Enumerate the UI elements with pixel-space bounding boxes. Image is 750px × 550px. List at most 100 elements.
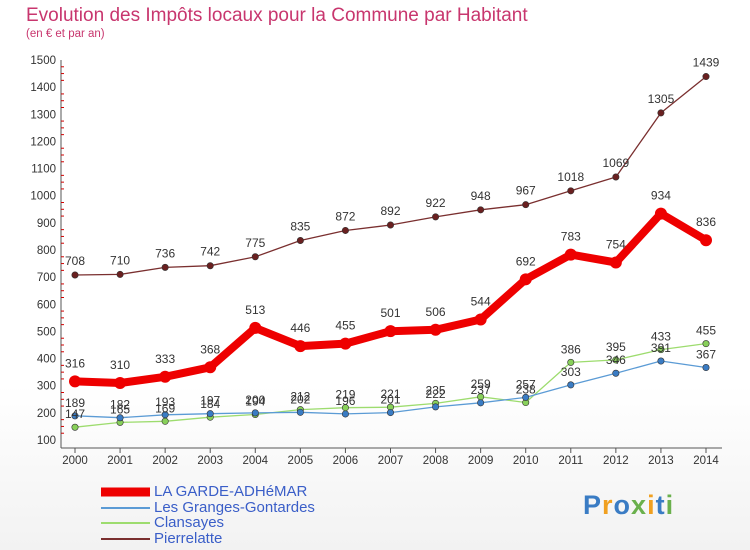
data-label-2: 386 bbox=[561, 342, 581, 356]
data-point-1 bbox=[522, 393, 530, 401]
y-tick-label: 600 bbox=[37, 299, 56, 311]
logo-letter: r bbox=[602, 490, 614, 520]
y-tick-label: 1400 bbox=[30, 82, 56, 94]
data-point-0 bbox=[159, 370, 172, 383]
y-tick-label: 400 bbox=[37, 354, 56, 366]
data-label-1: 193 bbox=[155, 395, 175, 409]
data-point-3 bbox=[657, 109, 665, 117]
data-point-2 bbox=[702, 340, 710, 348]
data-point-0 bbox=[294, 340, 307, 353]
legend-label-1: Les Granges-Gontardes bbox=[154, 499, 315, 516]
data-label-0: 368 bbox=[200, 342, 220, 356]
data-point-0 bbox=[204, 361, 217, 374]
data-label-3: 967 bbox=[516, 184, 536, 198]
data-label-1: 346 bbox=[606, 353, 626, 367]
data-label-2: 235 bbox=[426, 383, 446, 397]
data-point-0 bbox=[69, 375, 81, 388]
data-label-0: 501 bbox=[380, 306, 400, 320]
x-tick-label: 2004 bbox=[242, 455, 268, 467]
x-tick-label: 2006 bbox=[333, 455, 359, 467]
logo-letter: P bbox=[583, 490, 603, 520]
proxiti-logo: Proxiti bbox=[583, 490, 674, 521]
data-point-3 bbox=[71, 271, 79, 279]
data-label-2: 455 bbox=[696, 324, 716, 338]
data-label-2: 184 bbox=[200, 397, 220, 411]
y-tick-label: 1000 bbox=[30, 191, 56, 203]
data-point-1 bbox=[612, 369, 620, 377]
y-tick-label: 1500 bbox=[30, 55, 56, 67]
data-point-3 bbox=[296, 237, 304, 245]
data-point-0 bbox=[474, 313, 487, 326]
data-point-1 bbox=[657, 357, 665, 365]
data-point-0 bbox=[249, 321, 262, 334]
data-point-3 bbox=[567, 187, 575, 195]
x-tick-label: 2003 bbox=[197, 455, 223, 467]
data-point-0 bbox=[564, 248, 577, 261]
data-label-1: 182 bbox=[110, 398, 130, 412]
x-tick-label: 2009 bbox=[468, 455, 494, 467]
data-label-3: 742 bbox=[200, 245, 220, 259]
data-point-1 bbox=[432, 403, 440, 411]
data-label-0: 836 bbox=[696, 215, 716, 229]
legend-label-3: Pierrelatte bbox=[154, 530, 223, 547]
data-label-2: 433 bbox=[651, 330, 671, 344]
y-tick-label: 700 bbox=[37, 272, 56, 284]
logo-letter: o bbox=[613, 490, 632, 520]
data-label-2: 169 bbox=[155, 401, 175, 415]
data-label-0: 310 bbox=[110, 358, 130, 372]
data-point-2 bbox=[161, 417, 169, 425]
x-tick-label: 2010 bbox=[513, 455, 539, 467]
data-label-2: 212 bbox=[290, 390, 310, 404]
data-label-1: 197 bbox=[200, 394, 220, 408]
data-label-1: 189 bbox=[65, 396, 85, 410]
data-point-2 bbox=[567, 358, 575, 366]
y-tick-label: 300 bbox=[37, 381, 56, 393]
data-point-3 bbox=[386, 221, 394, 229]
data-label-3: 835 bbox=[290, 220, 310, 234]
data-label-1: 201 bbox=[380, 393, 400, 407]
logo-letter: t bbox=[655, 490, 666, 520]
y-tick-label: 1300 bbox=[30, 109, 56, 121]
data-point-1 bbox=[116, 414, 124, 422]
data-point-3 bbox=[612, 173, 620, 181]
data-label-3: 736 bbox=[155, 246, 175, 260]
data-label-3: 1305 bbox=[648, 92, 675, 106]
data-point-1 bbox=[71, 412, 79, 420]
data-label-3: 872 bbox=[335, 209, 355, 223]
x-tick-label: 2007 bbox=[378, 455, 404, 467]
data-point-1 bbox=[702, 364, 710, 372]
data-point-3 bbox=[522, 201, 530, 209]
data-point-1 bbox=[296, 408, 304, 416]
data-label-0: 513 bbox=[245, 303, 265, 317]
data-label-1: 202 bbox=[290, 392, 310, 406]
data-label-0: 446 bbox=[290, 321, 310, 335]
data-label-0: 754 bbox=[606, 237, 626, 251]
data-label-3: 1439 bbox=[693, 56, 720, 70]
x-tick-label: 2008 bbox=[423, 455, 449, 467]
x-tick-label: 2001 bbox=[107, 455, 133, 467]
data-point-3 bbox=[432, 213, 440, 221]
data-label-2: 219 bbox=[335, 388, 355, 402]
data-label-2: 259 bbox=[471, 377, 491, 391]
data-label-3: 892 bbox=[380, 204, 400, 218]
x-tick-label: 2000 bbox=[62, 455, 88, 467]
data-point-2 bbox=[612, 356, 620, 364]
logo-letter: i bbox=[665, 490, 675, 520]
y-tick-label: 100 bbox=[37, 435, 56, 447]
y-tick-label: 900 bbox=[37, 218, 56, 230]
data-point-1 bbox=[251, 409, 259, 417]
data-point-0 bbox=[609, 256, 622, 269]
data-label-1: 237 bbox=[471, 383, 491, 397]
data-point-2 bbox=[71, 423, 79, 431]
chart-subtitle: (en € et par an) bbox=[26, 28, 105, 40]
x-tick-label: 2002 bbox=[152, 455, 178, 467]
data-label-2: 238 bbox=[516, 383, 536, 397]
data-label-2: 147 bbox=[65, 407, 85, 421]
y-tick-label: 200 bbox=[37, 408, 56, 420]
x-tick-label: 2012 bbox=[603, 455, 629, 467]
data-label-1: 367 bbox=[696, 348, 716, 362]
data-point-3 bbox=[341, 226, 349, 234]
data-label-3: 775 bbox=[245, 236, 265, 250]
data-label-0: 544 bbox=[471, 294, 491, 308]
